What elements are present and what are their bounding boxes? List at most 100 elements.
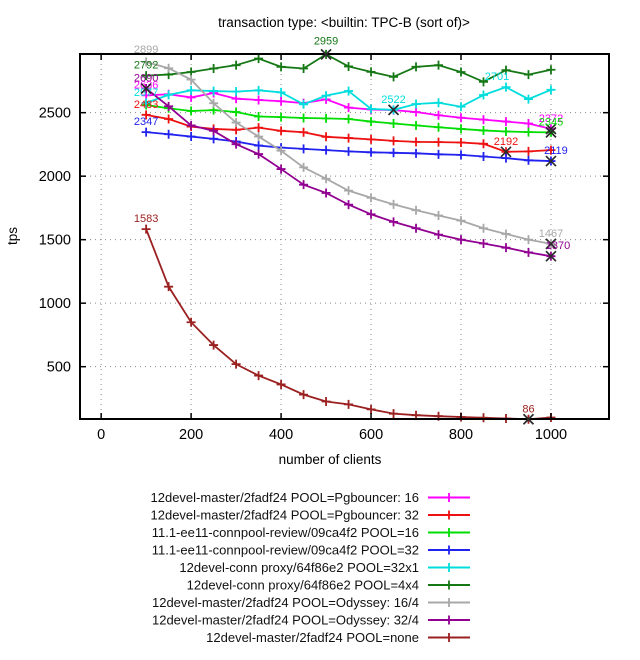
data-point-marker bbox=[321, 132, 331, 142]
data-point-marker bbox=[411, 223, 421, 233]
data-point-marker bbox=[434, 230, 444, 240]
data-point-marker bbox=[366, 134, 376, 144]
data-point-marker bbox=[186, 75, 196, 85]
data-point-marker bbox=[276, 164, 286, 174]
legend: 12devel-master/2fadf24 POOL=Pgbouncer: 1… bbox=[151, 490, 470, 645]
data-point-marker bbox=[299, 144, 309, 154]
x-tick-label: 1000 bbox=[535, 427, 567, 443]
data-point-marker bbox=[231, 118, 241, 128]
data-point-marker bbox=[254, 149, 264, 159]
point-annotations: 2636 2372 2483 2192 2345 2347 2119 2577 2522 2701… bbox=[134, 35, 570, 425]
data-point-marker bbox=[389, 136, 399, 146]
data-point-marker bbox=[478, 90, 488, 100]
data-point-marker bbox=[254, 123, 264, 133]
data-point-marker bbox=[478, 115, 488, 125]
legend-sample-marker bbox=[444, 633, 454, 642]
data-point-marker bbox=[276, 146, 286, 156]
data-point-marker bbox=[478, 151, 488, 161]
data-point-marker bbox=[186, 85, 196, 95]
data-point-marker bbox=[434, 110, 444, 120]
data-point-marker bbox=[456, 216, 466, 226]
series-4 bbox=[141, 82, 556, 115]
data-point-marker bbox=[501, 126, 511, 136]
data-point-marker bbox=[434, 211, 444, 221]
data-point-marker bbox=[186, 132, 196, 142]
legend-item-label: 12devel-conn proxy/64f86e2 POOL=4x4 bbox=[187, 578, 419, 593]
data-point-marker bbox=[254, 141, 264, 151]
data-point-marker bbox=[523, 235, 533, 245]
legend-sample-marker bbox=[444, 510, 454, 520]
point-label: 86 bbox=[522, 403, 534, 415]
data-point-marker bbox=[523, 155, 533, 165]
data-point-marker bbox=[254, 111, 264, 121]
data-point-marker bbox=[478, 238, 488, 248]
legend-item: 12devel-master/2fadf24 POOL=Odyssey: 32/… bbox=[152, 613, 470, 628]
legend-item: 12devel-conn proxy/64f86e2 POOL=32x1 bbox=[179, 560, 470, 575]
data-point-marker bbox=[501, 65, 511, 75]
data-point-marker bbox=[276, 96, 286, 106]
data-point-marker bbox=[344, 61, 354, 71]
legend-item: 12devel-master/2fadf24 POOL=Pgbouncer: 3… bbox=[151, 508, 470, 523]
data-point-marker bbox=[411, 62, 421, 72]
legend-item-label: 12devel-master/2fadf24 POOL=Pgbouncer: 1… bbox=[151, 490, 419, 505]
legend-item: 12devel-master/2fadf24 POOL=none bbox=[206, 630, 470, 645]
data-point-marker bbox=[456, 124, 466, 134]
data-point-marker bbox=[366, 209, 376, 219]
data-point-marker bbox=[344, 103, 354, 113]
data-point-marker bbox=[164, 282, 174, 292]
data-point-marker bbox=[299, 180, 309, 190]
data-point-marker bbox=[411, 99, 421, 109]
y-tick-label: 500 bbox=[47, 360, 71, 376]
extremum-x-marker bbox=[545, 155, 557, 167]
point-label: 1467 bbox=[539, 228, 563, 240]
data-point-marker bbox=[209, 340, 219, 350]
extremum-x-marker bbox=[320, 48, 332, 60]
legend-item: 11.1-ee11-connpool-review/09ca4f2 POOL=3… bbox=[152, 543, 470, 558]
data-point-marker bbox=[411, 137, 421, 147]
legend-sample-marker bbox=[444, 615, 454, 625]
data-point-marker bbox=[321, 396, 331, 406]
data-point-marker bbox=[456, 235, 466, 245]
point-label: 1370 bbox=[546, 240, 570, 252]
data-point-marker bbox=[299, 162, 309, 172]
data-point-marker bbox=[254, 132, 264, 142]
x-axis-label: number of clients bbox=[279, 452, 382, 467]
chart-title: transaction type: <builtin: TPC-B (sort … bbox=[218, 15, 470, 30]
data-point-marker bbox=[276, 379, 286, 389]
data-point-marker bbox=[411, 107, 421, 117]
point-label: 2636 bbox=[134, 79, 158, 91]
y-tick-label: 2000 bbox=[39, 169, 71, 185]
data-point-marker bbox=[456, 138, 466, 148]
legend-sample-marker bbox=[444, 580, 454, 590]
data-point-marker bbox=[501, 82, 511, 92]
data-point-marker bbox=[141, 127, 151, 137]
series-7 bbox=[141, 84, 556, 261]
data-point-marker bbox=[321, 91, 331, 101]
legend-item: 12devel-master/2fadf24 POOL=Pgbouncer: 1… bbox=[151, 490, 470, 505]
point-label: 2899 bbox=[134, 44, 158, 56]
data-point-marker bbox=[231, 60, 241, 70]
data-point-marker bbox=[231, 139, 241, 149]
data-point-marker bbox=[389, 409, 399, 419]
data-point-marker bbox=[299, 127, 309, 137]
data-point-marker bbox=[501, 243, 511, 253]
data-point-marker bbox=[389, 118, 399, 128]
point-label: 2345 bbox=[539, 116, 563, 128]
series-5 bbox=[141, 49, 556, 87]
data-point-marker bbox=[254, 371, 264, 381]
point-label: 2577 bbox=[134, 87, 158, 99]
data-point-marker bbox=[276, 62, 286, 72]
legend-sample-marker bbox=[444, 493, 454, 502]
point-label: 1583 bbox=[134, 213, 158, 225]
data-point-marker bbox=[478, 223, 488, 233]
legend-sample-marker bbox=[444, 528, 454, 537]
data-point-marker bbox=[231, 359, 241, 369]
data-point-marker bbox=[434, 149, 444, 159]
data-point-marker bbox=[254, 54, 264, 64]
data-point-marker bbox=[231, 107, 241, 117]
data-point-marker bbox=[164, 90, 174, 100]
data-point-marker bbox=[456, 102, 466, 112]
legend-item: 11.1-ee11-connpool-review/09ca4f2 POOL=1… bbox=[152, 525, 470, 540]
data-point-marker bbox=[299, 113, 309, 123]
